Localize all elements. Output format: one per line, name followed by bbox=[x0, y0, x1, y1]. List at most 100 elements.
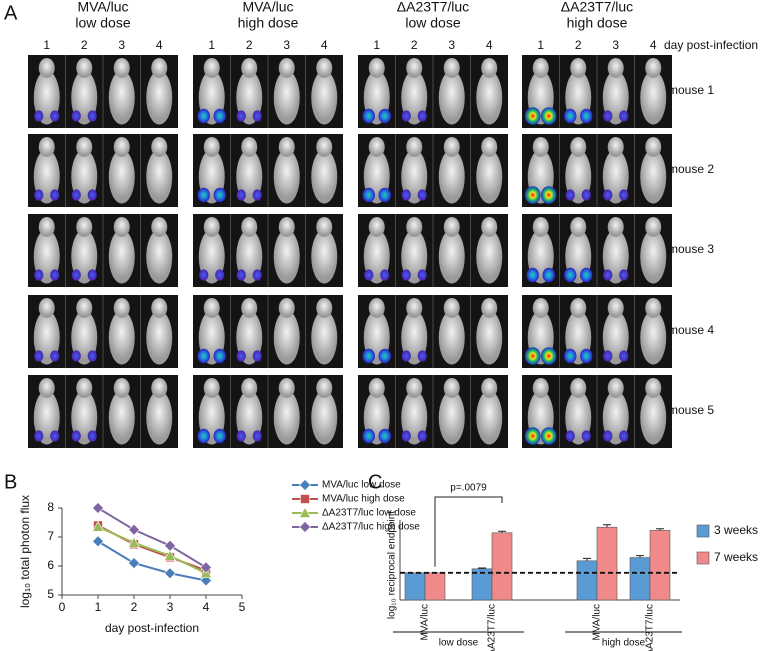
series-line bbox=[97, 524, 207, 572]
legend-marker bbox=[300, 494, 310, 504]
day-label: 2 bbox=[575, 38, 582, 52]
mouse-head bbox=[203, 298, 220, 318]
mouse-head bbox=[368, 137, 385, 157]
day-label: 3 bbox=[448, 38, 455, 52]
panel-label: B bbox=[4, 471, 17, 493]
x-tick-label: MVA/luc bbox=[420, 604, 431, 641]
signal bbox=[213, 108, 226, 124]
day-label: 3 bbox=[118, 38, 125, 52]
legend-marker bbox=[299, 479, 311, 491]
mouse-body bbox=[640, 310, 667, 365]
x-tick-label: 1 bbox=[95, 600, 102, 614]
mouse-body bbox=[273, 310, 300, 365]
signal bbox=[417, 189, 427, 201]
mouse-head bbox=[113, 58, 130, 78]
mouse-head bbox=[278, 58, 295, 78]
group-label: low dose bbox=[439, 638, 479, 649]
mouse-body bbox=[311, 70, 338, 125]
mouse-body bbox=[108, 70, 135, 125]
mouse-body bbox=[640, 149, 667, 204]
legend-label: 3 weeks bbox=[714, 523, 758, 537]
mouse-head bbox=[241, 58, 258, 78]
signal bbox=[378, 428, 391, 444]
signal bbox=[619, 430, 629, 442]
day-label: 4 bbox=[321, 38, 328, 52]
mouse-head bbox=[151, 217, 168, 237]
day-label: 4 bbox=[650, 38, 657, 52]
mouse-head bbox=[443, 58, 460, 78]
series-line bbox=[97, 507, 207, 569]
signal bbox=[71, 430, 81, 442]
mouse-head bbox=[38, 137, 55, 157]
signal bbox=[580, 108, 593, 124]
bar bbox=[596, 526, 618, 601]
x-axis-label: day post-infection bbox=[105, 621, 199, 635]
legend-marker bbox=[299, 521, 311, 533]
day-axis-label: day post-infection bbox=[664, 38, 758, 52]
signal bbox=[197, 108, 210, 124]
mouse-body bbox=[311, 229, 338, 284]
mouse-head bbox=[76, 217, 93, 237]
mouse-head bbox=[316, 378, 333, 398]
error-bar bbox=[656, 528, 664, 531]
signal bbox=[362, 108, 375, 124]
mouse-head bbox=[278, 378, 295, 398]
group-title: high dose bbox=[567, 15, 628, 31]
mouse-head bbox=[151, 58, 168, 78]
mouse-body bbox=[146, 390, 173, 445]
signal bbox=[619, 189, 629, 201]
group-title: low dose bbox=[75, 15, 130, 31]
signal bbox=[87, 269, 97, 281]
mouse-body bbox=[311, 390, 338, 445]
mouse-head bbox=[113, 378, 130, 398]
y-axis-label: log₁₀ total photon flux bbox=[18, 495, 32, 608]
signal bbox=[197, 187, 210, 203]
mouse-body bbox=[108, 310, 135, 365]
signal bbox=[199, 269, 209, 281]
signal bbox=[401, 430, 411, 442]
mouse-head bbox=[481, 58, 498, 78]
group-label: high dose bbox=[602, 638, 646, 649]
signal bbox=[71, 269, 81, 281]
day-label: 1 bbox=[43, 38, 50, 52]
mouse-head bbox=[241, 378, 258, 398]
signal bbox=[603, 110, 613, 122]
mouse-body bbox=[438, 149, 465, 204]
signal bbox=[362, 348, 375, 364]
signal bbox=[87, 430, 97, 442]
signal bbox=[580, 348, 593, 364]
x-tick-label: 2 bbox=[131, 600, 138, 614]
mouse-head bbox=[38, 378, 55, 398]
day-label: 2 bbox=[81, 38, 88, 52]
mouse-body bbox=[476, 149, 503, 204]
mouse-body bbox=[476, 229, 503, 284]
point bbox=[91, 520, 105, 532]
bar bbox=[424, 572, 446, 601]
mouse-head bbox=[76, 137, 93, 157]
bar bbox=[491, 532, 513, 601]
mouse-body bbox=[273, 149, 300, 204]
mouse-head bbox=[278, 298, 295, 318]
signal bbox=[213, 348, 226, 364]
mouse-body bbox=[640, 70, 667, 125]
y-tick-label: 8 bbox=[47, 500, 54, 514]
mouse-head bbox=[151, 298, 168, 318]
signal bbox=[542, 267, 555, 283]
signal bbox=[524, 186, 541, 204]
signal bbox=[564, 348, 577, 364]
signal bbox=[87, 350, 97, 362]
signal bbox=[603, 269, 613, 281]
signal bbox=[71, 110, 81, 122]
signal bbox=[417, 269, 427, 281]
signal bbox=[524, 347, 541, 365]
signal bbox=[540, 347, 557, 365]
mouse-body bbox=[438, 70, 465, 125]
x-tick-label: 5 bbox=[239, 600, 246, 614]
signal bbox=[565, 189, 575, 201]
y-tick-label: 6 bbox=[47, 558, 54, 572]
signal bbox=[540, 107, 557, 125]
signal bbox=[565, 430, 575, 442]
mouse-label: mouse 1 bbox=[668, 83, 714, 97]
mouse-head bbox=[481, 217, 498, 237]
